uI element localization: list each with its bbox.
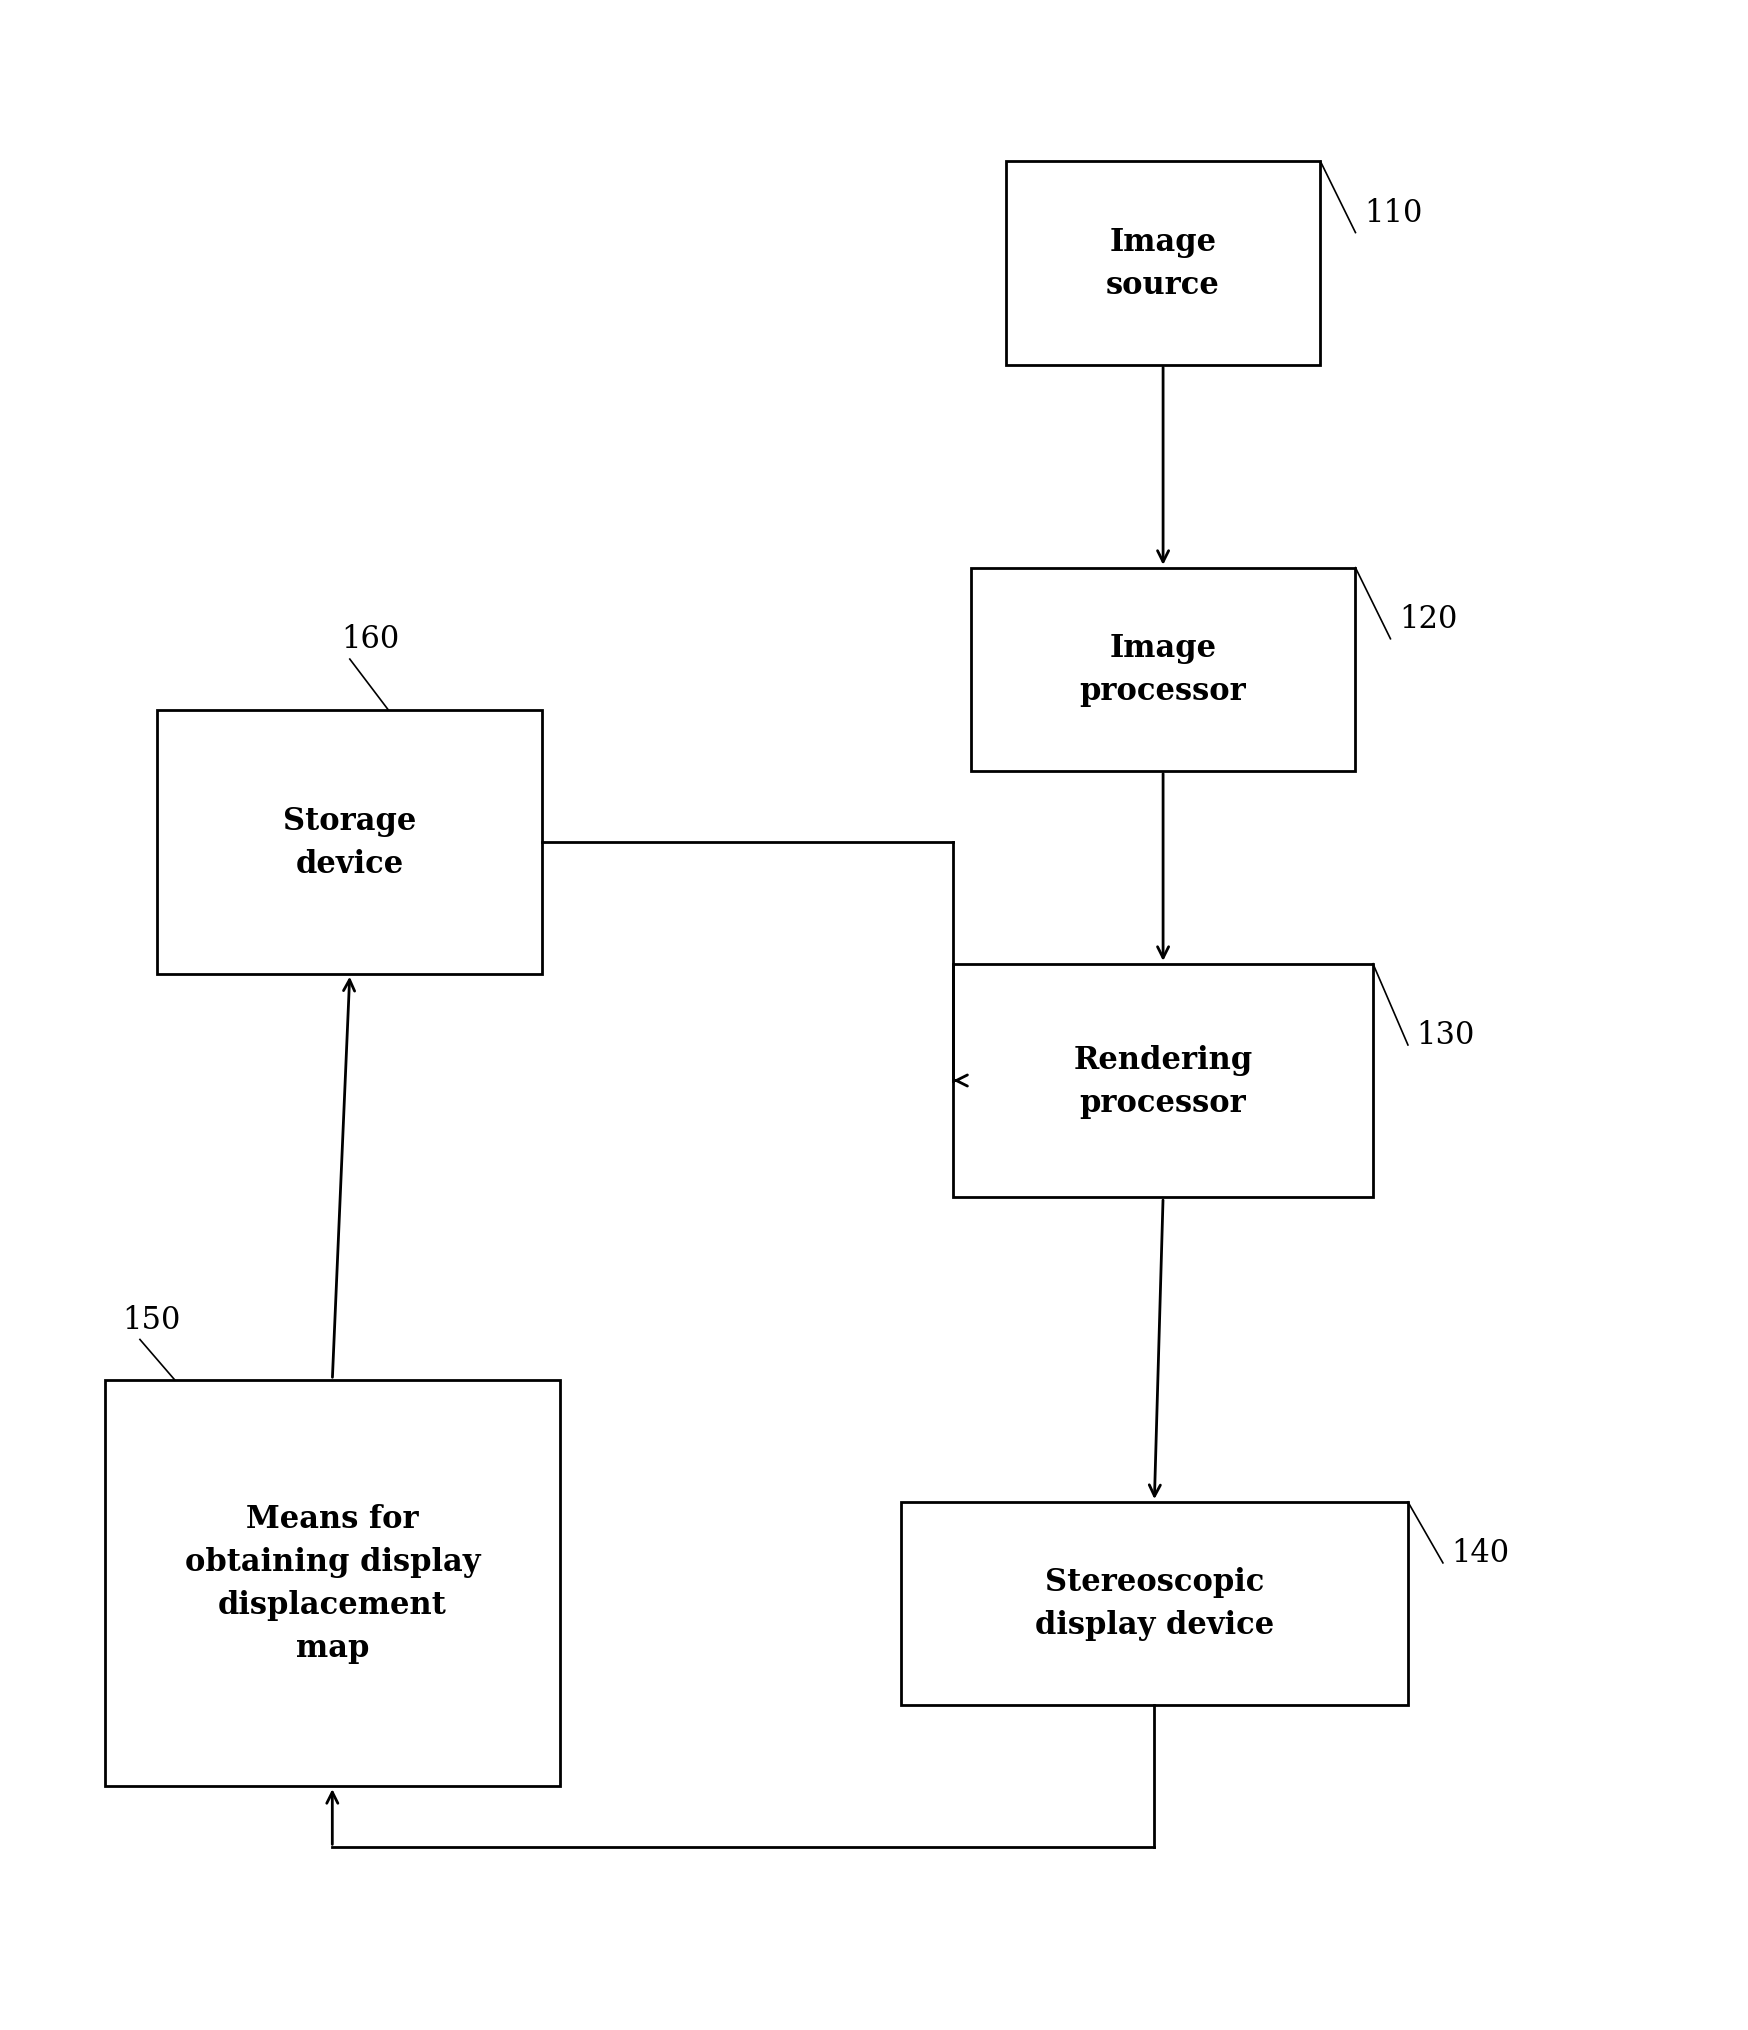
FancyBboxPatch shape [970, 568, 1355, 771]
Text: 150: 150 [122, 1303, 180, 1336]
Text: Stereoscopic
display device: Stereoscopic display device [1035, 1567, 1273, 1640]
FancyBboxPatch shape [1005, 162, 1320, 365]
Text: Image
processor: Image processor [1079, 633, 1246, 706]
FancyBboxPatch shape [900, 1502, 1407, 1705]
Text: Rendering
processor: Rendering processor [1073, 1043, 1252, 1119]
Text: 110: 110 [1363, 197, 1421, 229]
Text: Means for
obtaining display
displacement
map: Means for obtaining display displacement… [185, 1504, 479, 1663]
Text: 160: 160 [341, 623, 399, 656]
Text: 140: 140 [1451, 1537, 1509, 1569]
FancyBboxPatch shape [105, 1380, 559, 1786]
Text: Image
source: Image source [1105, 227, 1220, 300]
FancyBboxPatch shape [157, 710, 542, 974]
Text: 120: 120 [1398, 603, 1456, 635]
FancyBboxPatch shape [953, 964, 1372, 1198]
Text: Storage
device: Storage device [283, 806, 416, 879]
Text: 130: 130 [1416, 1019, 1474, 1052]
